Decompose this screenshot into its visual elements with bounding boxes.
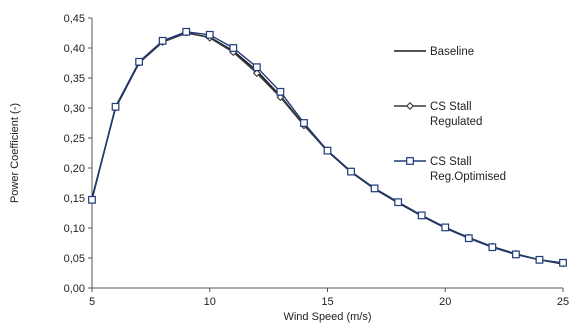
legend-marker <box>406 157 414 165</box>
y-tick-label: 0,20 <box>64 163 85 175</box>
x-tick-label: 20 <box>439 296 451 308</box>
x-tick-label: 25 <box>557 296 569 308</box>
y-tick-label: 0,35 <box>64 73 85 85</box>
legend-item: CS Stall Regulated <box>394 101 482 128</box>
tick-labels: 0,00 0,05 0,10 0,15 0,20 0,25 0,30 0,35 0,40 0,45… <box>64 13 570 308</box>
y-tick-label: 0,30 <box>64 103 85 115</box>
legend-label: Regulated <box>430 116 482 128</box>
series-3 <box>88 27 567 267</box>
data-point <box>370 184 379 193</box>
legend-label: CS Stall <box>430 101 472 113</box>
data-point <box>488 243 497 252</box>
y-axis-title: Power Coefficient (-) <box>9 103 21 203</box>
legend: Baseline CS Stall Regulated CS Stall Reg.Opt… <box>394 46 506 183</box>
data-point <box>300 119 308 127</box>
series-layer <box>88 27 567 268</box>
x-axis-title: Wind Speed (m/s) <box>283 311 371 323</box>
data-point <box>417 211 426 220</box>
data-point <box>276 87 285 96</box>
y-tick-label: 0,05 <box>64 253 85 265</box>
data-point <box>135 57 144 66</box>
data-point <box>323 146 332 155</box>
legend-label: Baseline <box>430 46 474 58</box>
data-point <box>441 223 450 232</box>
legend-marker <box>406 102 414 110</box>
legend-label: Reg.Optimised <box>430 171 506 183</box>
data-point <box>158 36 167 45</box>
data-point <box>394 198 403 207</box>
data-point <box>252 63 261 72</box>
legend-item: Baseline <box>394 46 474 58</box>
y-tick-label: 0,25 <box>64 133 85 145</box>
y-tick-label: 0,45 <box>64 13 85 25</box>
data-point <box>229 44 238 52</box>
data-point <box>111 102 120 111</box>
data-point <box>559 258 567 267</box>
data-point <box>535 255 544 264</box>
x-tick-label: 10 <box>204 296 216 308</box>
data-point <box>464 234 473 243</box>
data-point <box>88 195 96 204</box>
data-point <box>205 30 214 39</box>
legend-item: CS Stall Reg.Optimised <box>394 156 506 183</box>
data-point <box>347 167 355 176</box>
y-tick-label: 0,15 <box>64 193 85 205</box>
y-tick-label: 0,00 <box>64 283 85 295</box>
data-point <box>511 250 520 259</box>
legend-label: CS Stall <box>430 156 472 168</box>
x-tick-label: 5 <box>89 296 95 308</box>
y-tick-label: 0,40 <box>64 43 85 55</box>
data-point <box>252 69 261 78</box>
x-tick-label: 15 <box>321 296 333 308</box>
data-point <box>182 27 191 36</box>
y-tick-label: 0,10 <box>64 223 85 235</box>
